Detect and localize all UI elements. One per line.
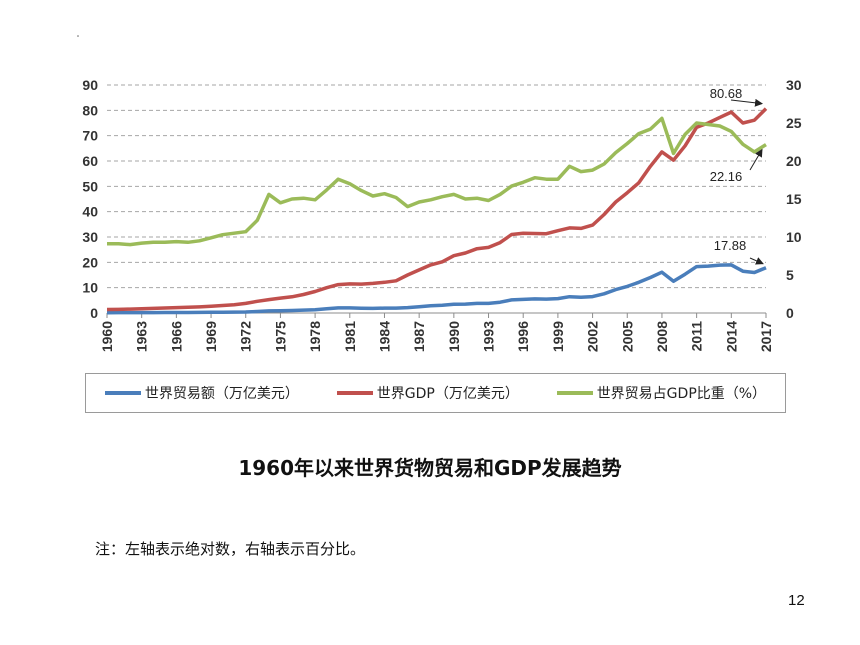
legend-label-trade: 世界贸易额（万亿美元） <box>144 386 299 402</box>
y-right-tick-label: 15 <box>786 191 802 207</box>
y-left-tick-label: 40 <box>82 204 98 220</box>
x-tick-label: 1984 <box>376 321 392 352</box>
chart-title: 1960年以来世界货物贸易和GDP发展趋势 <box>238 456 622 480</box>
x-tick-label: 1966 <box>168 321 184 352</box>
chart-area: 0 10 20 30 40 50 60 70 80 90 0 5 10 15 20 25 30 1960 1963 1… <box>77 35 802 352</box>
y-right-tick-label: 30 <box>786 77 802 93</box>
x-tick-label: 1999 <box>550 321 566 352</box>
x-tick-label: 1960 <box>99 321 115 352</box>
legend-label-gdp: 世界GDP（万亿美元） <box>376 386 519 402</box>
series-line-0 <box>106 263 767 315</box>
y-left-tick-label: 10 <box>82 280 98 296</box>
annotation-label: 22.16 <box>710 169 743 184</box>
legend-label-share: 世界贸易占GDP比重（%） <box>596 386 767 402</box>
x-tick-label: 1987 <box>411 321 427 352</box>
x-tick-label: 1978 <box>307 321 323 352</box>
page-number: 12 <box>788 592 805 609</box>
annotation-arrow <box>749 148 763 171</box>
x-tick-label: 1996 <box>515 321 531 352</box>
y-left-tick-label: 30 <box>82 229 98 245</box>
x-tick-label: 1993 <box>481 321 497 352</box>
chart-note: 注：左轴表示绝对数，右轴表示百分比。 <box>95 540 366 558</box>
annotation-arrow <box>730 98 763 107</box>
decorative-dot <box>77 35 79 37</box>
series-line-2 <box>107 116 767 247</box>
y-left-tick-label: 60 <box>82 153 98 169</box>
legend-item-trade: 世界贸易额（万亿美元） <box>104 383 299 403</box>
y-left-tick-label: 70 <box>82 128 98 144</box>
legend-item-share: 世界贸易占GDP比重（%） <box>556 383 767 403</box>
x-tick-label: 2008 <box>654 321 670 352</box>
annotation-arrow <box>749 257 764 265</box>
x-tick-label: 1963 <box>134 321 150 352</box>
x-tick-label: 1972 <box>238 321 254 352</box>
y-right-tick-label: 20 <box>786 153 802 169</box>
x-tick-label: 2014 <box>723 321 739 352</box>
legend-item-gdp: 世界GDP（万亿美元） <box>336 383 519 403</box>
x-tick-label: 2011 <box>689 321 705 352</box>
y-right-tick-label: 5 <box>786 267 794 283</box>
x-tick-label: 2002 <box>585 321 601 352</box>
x-tick-label: 1990 <box>446 321 462 352</box>
y-left-tick-label: 80 <box>82 102 98 118</box>
series-line-1 <box>106 107 768 312</box>
x-tick-label: 1981 <box>342 321 358 352</box>
y-left-tick-label: 0 <box>90 305 98 321</box>
legend-swatch-trade <box>104 391 141 395</box>
y-right-tick-label: 25 <box>786 115 802 131</box>
annotation-label: 17.88 <box>714 238 747 253</box>
y-right-tick-label: 0 <box>786 305 794 321</box>
y-left-tick-label: 50 <box>82 178 98 194</box>
legend-swatch-share <box>556 391 593 395</box>
x-tick-label: 1969 <box>203 321 219 352</box>
annotation-label: 80.68 <box>710 86 743 101</box>
chart-legend: 世界贸易额（万亿美元） 世界GDP（万亿美元） 世界贸易占GDP比重（%） <box>85 373 786 413</box>
y-left-tick-label: 90 <box>82 77 98 93</box>
x-tick-label: 2005 <box>619 321 635 352</box>
y-right-tick-label: 10 <box>786 229 802 245</box>
legend-swatch-gdp <box>336 391 373 395</box>
x-tick-label: 1975 <box>272 321 288 352</box>
x-tick-label: 2017 <box>758 321 774 352</box>
y-left-tick-label: 20 <box>82 254 98 270</box>
